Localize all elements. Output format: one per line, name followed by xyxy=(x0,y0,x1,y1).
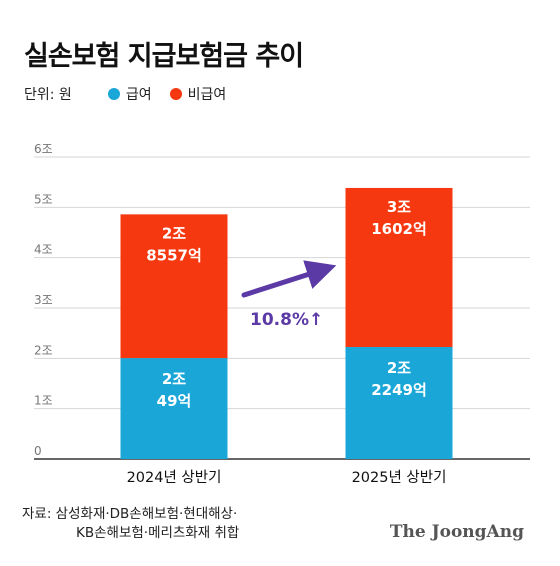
data-label: 2조 xyxy=(162,370,186,388)
stacked-bar-chart: 0 1조 2조 3조 4조 5조 6조 2조 49억 2조 8557억 2024년 상반기 2조 224… xyxy=(34,142,530,486)
y-tick-label: 5조 xyxy=(34,192,53,206)
y-tick-label: 0 xyxy=(34,444,42,458)
legend: 단위: 원 급여 비급여 xyxy=(24,84,244,104)
legend-label-nonbenefit: 비급여 xyxy=(187,87,227,103)
brand-logo: The JoongAng xyxy=(389,522,524,542)
bar-segment-benefit xyxy=(345,347,453,459)
y-tick-label: 6조 xyxy=(34,142,53,156)
growth-annotation: 10.8%↑ xyxy=(250,310,323,330)
data-label: 1602억 xyxy=(371,220,427,238)
bar-segment-nonbenefit xyxy=(120,214,228,359)
data-label: 49억 xyxy=(157,392,192,410)
y-tick-label: 3조 xyxy=(34,293,53,307)
legend-label-benefit: 급여 xyxy=(125,87,152,103)
x-tick-label: 2024년 상반기 xyxy=(127,469,222,486)
legend-item-benefit: 급여 xyxy=(107,84,152,104)
legend-item-nonbenefit: 비급여 xyxy=(169,84,227,104)
legend-swatch-nonbenefit xyxy=(169,88,182,100)
source-note: 자료: 삼성화재·DB손해보험·현대해상· KB손해보험·메리츠화재 취합 xyxy=(22,505,239,543)
data-label: 3조 xyxy=(387,198,411,216)
y-tick-label: 4조 xyxy=(34,243,53,257)
data-label: 2조 xyxy=(387,359,411,377)
source-line-2: KB손해보험·메리츠화재 취합 xyxy=(76,525,240,541)
growth-arrow xyxy=(241,260,337,298)
chart-title: 실손보험 지급보험금 추이 xyxy=(24,41,304,72)
bar-segment-benefit xyxy=(120,358,228,459)
unit-label: 단위: 원 xyxy=(24,87,72,103)
source-line-1: 자료: 삼성화재·DB손해보험·현대해상· xyxy=(22,506,238,522)
y-tick-label: 2조 xyxy=(34,343,53,357)
data-label: 2249억 xyxy=(371,381,427,399)
y-tick-label: 1조 xyxy=(34,394,53,408)
data-label: 8557억 xyxy=(146,246,202,264)
bar-segment-nonbenefit xyxy=(345,187,453,348)
data-label: 2조 xyxy=(162,224,186,242)
legend-swatch-benefit xyxy=(107,88,120,100)
x-tick-label: 2025년 상반기 xyxy=(352,469,447,486)
